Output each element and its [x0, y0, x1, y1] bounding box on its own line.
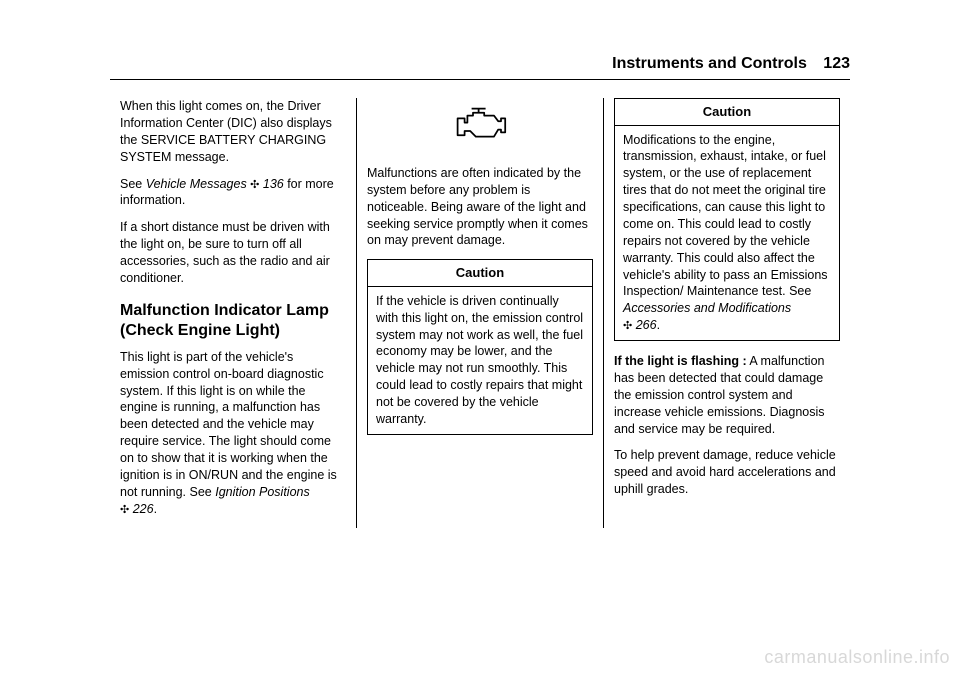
- header-page-number: 123: [823, 55, 850, 72]
- col1-para1: When this light comes on, the Driver Inf…: [120, 98, 346, 166]
- col1-p2a: See: [120, 177, 146, 191]
- page-header: Instruments and Controls 123: [110, 55, 850, 80]
- header-title: Instruments and Controls: [612, 55, 807, 72]
- col1-p4a: This light is part of the vehicle's emis…: [120, 350, 337, 499]
- col1-p4-italic: Ignition Positions: [215, 485, 310, 499]
- book-icon: ✣: [250, 178, 259, 193]
- caution-body-1: If the vehicle is driven continually wit…: [368, 287, 592, 434]
- caution-body-2: Modifications to the engine, transmissio…: [615, 126, 839, 341]
- caution-title-2: Caution: [615, 99, 839, 126]
- column-1: When this light comes on, the Driver Inf…: [110, 98, 356, 528]
- col3-p1-bold: If the light is flashing :: [614, 354, 747, 368]
- caution-box-1: Caution If the vehicle is driven continu…: [367, 259, 593, 435]
- caution2-ref: 266: [636, 318, 657, 332]
- col1-p2-ref: 136: [263, 177, 284, 191]
- page-container: Instruments and Controls 123 When this l…: [110, 55, 850, 620]
- column-2: Malfunctions are often indicated by the …: [356, 98, 603, 528]
- col2-para1: Malfunctions are often indicated by the …: [367, 165, 593, 249]
- content-columns: When this light comes on, the Driver Inf…: [110, 98, 850, 528]
- column-3: Caution Modifications to the engine, tra…: [603, 98, 850, 528]
- caution-box-2: Caution Modifications to the engine, tra…: [614, 98, 840, 341]
- col1-heading: Malfunction Indicator Lamp (Check Engine…: [120, 301, 346, 341]
- caution-title-1: Caution: [368, 260, 592, 287]
- col1-para3: If a short distance must be driven with …: [120, 219, 346, 287]
- col1-p4-ref: 226: [133, 502, 154, 516]
- col1-p2-italic: Vehicle Messages: [146, 177, 250, 191]
- col1-p4b: .: [154, 502, 157, 516]
- book-icon: ✣: [623, 319, 632, 334]
- col3-para1: If the light is flashing : A malfunction…: [614, 353, 840, 437]
- book-icon: ✣: [120, 503, 129, 518]
- caution2-text-a: Modifications to the engine, transmissio…: [623, 133, 828, 299]
- col1-para2: See Vehicle Messages ✣ 136 for more info…: [120, 176, 346, 210]
- col3-para2: To help prevent damage, reduce vehicle s…: [614, 447, 840, 498]
- col1-para4: This light is part of the vehicle's emis…: [120, 349, 346, 518]
- caution2-text-b: .: [657, 318, 660, 332]
- caution2-italic: Accessories and Modifications: [623, 301, 791, 315]
- check-engine-icon: [367, 104, 593, 149]
- watermark: carmanualsonline.info: [764, 647, 950, 668]
